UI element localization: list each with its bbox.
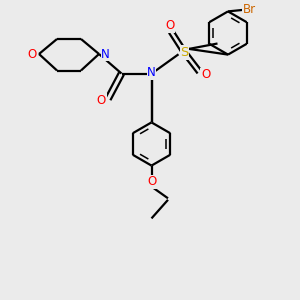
Text: O: O — [147, 175, 156, 188]
Text: O: O — [28, 47, 37, 61]
Text: O: O — [165, 19, 174, 32]
Text: N: N — [147, 66, 156, 80]
Text: O: O — [201, 68, 210, 82]
Text: O: O — [97, 94, 106, 107]
Text: Br: Br — [243, 3, 256, 16]
Text: N: N — [101, 47, 110, 61]
Text: S: S — [180, 46, 189, 59]
